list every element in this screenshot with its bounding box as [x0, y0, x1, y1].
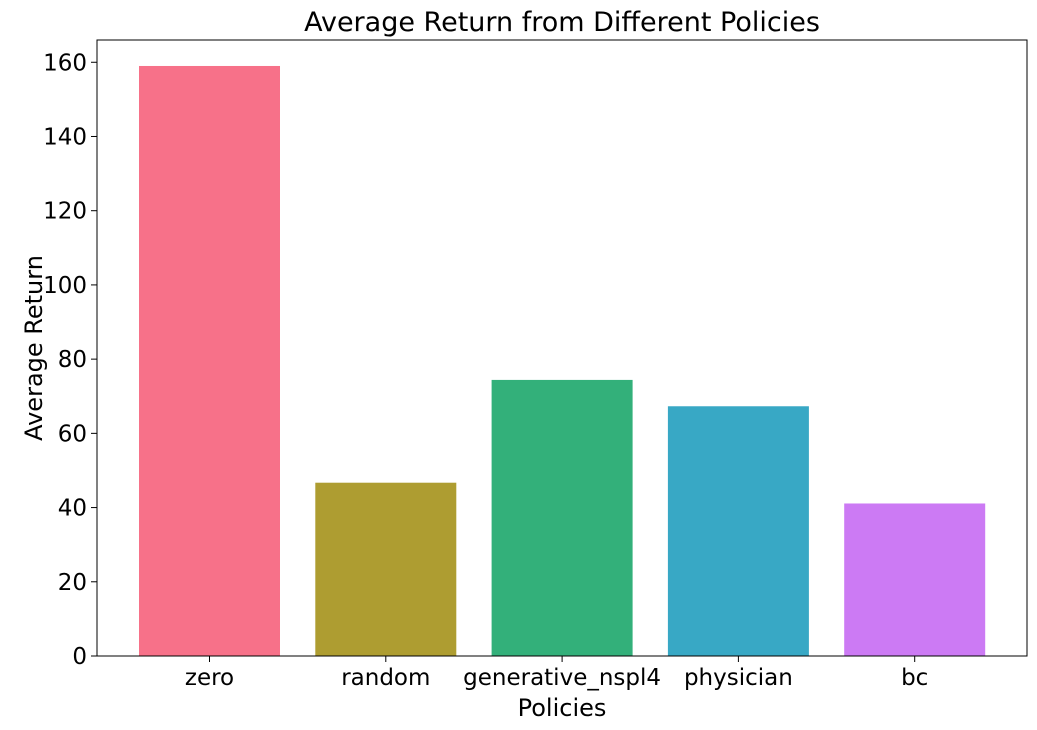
- y-axis-ticks: 0 20 40 60 80 100 120 140 160: [43, 50, 97, 670]
- y-tick-label: 20: [58, 570, 87, 596]
- y-tick-label: 160: [43, 50, 87, 76]
- plot-frame: [96, 39, 1028, 657]
- x-tick-label: generative_nspl4: [463, 665, 661, 691]
- bar-zero: [139, 65, 280, 657]
- y-tick-label: 140: [43, 124, 87, 150]
- x-tick-label: physician: [684, 665, 793, 691]
- y-tick-label: 40: [58, 496, 87, 522]
- y-axis-label: Average Return: [20, 255, 48, 441]
- bar-bc: [844, 503, 986, 656]
- y-tick-label: 120: [43, 199, 87, 225]
- y-tick-label: 60: [58, 421, 87, 447]
- bar-random: [315, 482, 457, 656]
- chart-title: Average Return from Different Policies: [304, 7, 820, 38]
- bar-generative_nspl4: [491, 379, 633, 656]
- x-axis-ticks: zero random generative_nspl4 physician bc: [185, 656, 928, 691]
- y-tick-label: 80: [58, 347, 87, 373]
- x-axis-label: Policies: [518, 694, 607, 722]
- x-tick-label: zero: [185, 665, 234, 691]
- x-tick-label: random: [341, 665, 430, 691]
- y-tick-label: 100: [43, 273, 87, 299]
- y-tick-label: 0: [72, 644, 87, 670]
- x-tick-label: bc: [901, 665, 928, 691]
- bars-group: [139, 65, 986, 657]
- bar-physician: [667, 406, 809, 656]
